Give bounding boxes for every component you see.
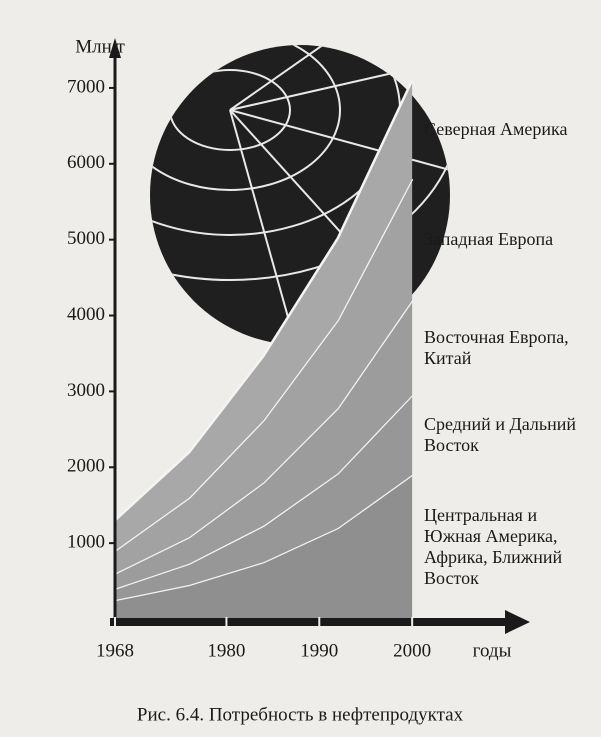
legend-entry: Восточная Европа, Китай	[424, 326, 569, 368]
x-tick-label: 1980	[207, 640, 245, 661]
legend-entry: Средний и Дальний Восток	[424, 414, 576, 456]
legend-entry: Западная Европа	[424, 229, 554, 250]
x-tick-label: 2000	[393, 640, 431, 661]
y-tick-label: 4000	[67, 304, 105, 325]
series-line	[114, 79, 414, 522]
legend-label: Средний и Дальний Восток	[424, 414, 576, 456]
legend-label: Центральная и Южная Америка, Африка, Бли…	[424, 504, 563, 588]
caption: Рис. 6.4. Потребность в нефтепродуктах	[137, 704, 464, 725]
legend-entry: Центральная и Южная Америка, Африка, Бли…	[424, 504, 563, 588]
y-tick-label: 3000	[67, 380, 105, 401]
x-axis-arrow	[505, 610, 530, 634]
x-tick-label: 1968	[96, 640, 134, 661]
y-axis-arrow	[109, 38, 121, 58]
legend-label: Восточная Европа, Китай	[424, 326, 569, 368]
areas	[114, 79, 414, 619]
y-tick-label: 7000	[67, 76, 105, 97]
y-tick-label: 2000	[67, 456, 105, 477]
area	[115, 80, 413, 551]
y-tick-label: 5000	[67, 228, 105, 249]
y-tick-label: 1000	[67, 531, 105, 552]
area	[115, 474, 413, 619]
legend-entry: Северная Америка	[424, 119, 568, 140]
area	[115, 178, 413, 574]
x-axis-label: годы	[473, 640, 512, 661]
legend-label: Западная Европа	[424, 229, 554, 250]
legend-label: Северная Америка	[424, 119, 568, 140]
x-tick-label: 1990	[300, 640, 338, 661]
y-tick-label: 6000	[67, 152, 105, 173]
